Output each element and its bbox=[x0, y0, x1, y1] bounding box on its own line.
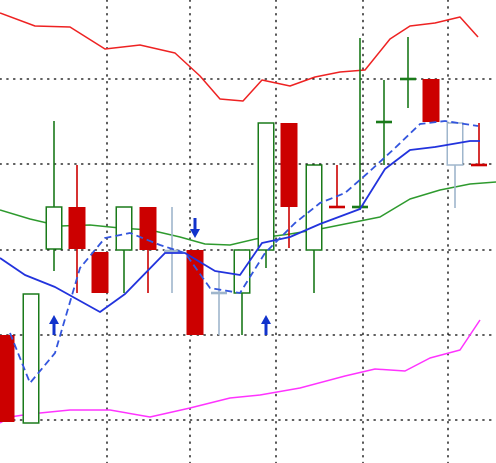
candle bbox=[329, 165, 345, 209]
candle-body-bear bbox=[91, 252, 109, 293]
candle bbox=[422, 79, 440, 122]
arrow-head bbox=[49, 315, 59, 324]
candle bbox=[0, 335, 15, 422]
candle-body-bear bbox=[186, 250, 204, 335]
candle-body-bull bbox=[115, 206, 133, 251]
candle-body-bull bbox=[257, 122, 275, 251]
candle-body-bull bbox=[45, 206, 63, 250]
candle-body-bear bbox=[68, 207, 86, 249]
arrow-head bbox=[261, 315, 271, 324]
candle-body-bear bbox=[280, 123, 298, 207]
candle bbox=[68, 165, 86, 293]
arrow-shaft bbox=[52, 323, 56, 335]
arrow-head bbox=[190, 229, 200, 238]
slow-line bbox=[9, 120, 479, 384]
signal-arrows bbox=[49, 218, 271, 335]
candle bbox=[115, 206, 133, 293]
buy-arrow-icon bbox=[49, 315, 59, 335]
candle-body-bear bbox=[422, 79, 440, 122]
upper-band-line bbox=[0, 12, 479, 102]
arrow-shaft bbox=[193, 218, 197, 230]
candle bbox=[471, 123, 487, 167]
buy-arrow-icon bbox=[261, 315, 271, 335]
candle-body-bear bbox=[139, 207, 157, 250]
candle bbox=[257, 122, 275, 268]
candle bbox=[45, 121, 63, 271]
sell-arrow-icon bbox=[190, 218, 200, 238]
arrow-shaft bbox=[264, 323, 268, 335]
candle bbox=[280, 123, 298, 248]
candle-body-bull bbox=[305, 164, 323, 251]
candles bbox=[0, 37, 487, 424]
moving-average-lines bbox=[0, 120, 480, 384]
candle bbox=[22, 293, 40, 424]
candle bbox=[211, 271, 227, 335]
candle-body-bear bbox=[0, 335, 15, 422]
candle bbox=[352, 38, 368, 210]
candle bbox=[139, 207, 157, 293]
lower-band-line bbox=[0, 319, 481, 424]
candle bbox=[376, 80, 392, 165]
candle bbox=[400, 37, 416, 108]
candle bbox=[186, 250, 204, 335]
candle bbox=[91, 252, 109, 293]
candle bbox=[164, 207, 180, 293]
candle-body-bull bbox=[22, 293, 40, 424]
fast-line bbox=[0, 140, 480, 313]
